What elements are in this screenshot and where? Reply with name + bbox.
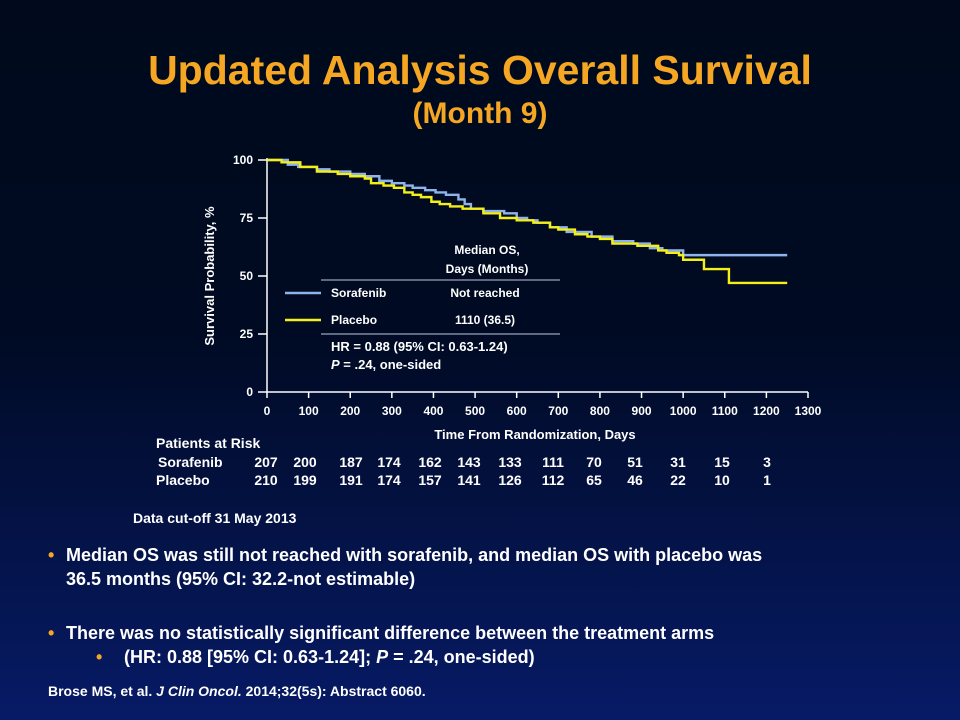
- risk-value: 111: [542, 454, 564, 470]
- risk-value: 22: [670, 472, 686, 488]
- risk-value: 187: [339, 454, 363, 470]
- data-cutoff-note: Data cut-off 31 May 2013: [133, 510, 297, 526]
- risk-value: 112: [541, 472, 565, 488]
- reference-journal: J Clin Oncol.: [156, 683, 242, 699]
- risk-value: 207: [254, 454, 278, 470]
- x-tick-label: 400: [423, 404, 443, 418]
- risk-value: 126: [498, 472, 522, 488]
- x-tick-label: 0: [264, 404, 271, 418]
- bullet-2-sub-b: = .24, one-sided): [388, 647, 535, 667]
- x-tick-label: 700: [548, 404, 568, 418]
- bullet-2: • There was no statistically significant…: [48, 621, 715, 645]
- risk-value: 133: [498, 454, 522, 470]
- median-value-placebo: 1110 (36.5): [455, 313, 515, 327]
- bullet-dot: •: [48, 623, 55, 643]
- risk-value: 191: [339, 472, 363, 488]
- bullet-2-sub-a: (HR: 0.88 [95% CI: 0.63-1.24];: [124, 647, 377, 667]
- risk-value: 200: [293, 454, 317, 470]
- y-tick-label: 75: [240, 211, 254, 225]
- risk-heading: Patients at Risk: [156, 435, 261, 451]
- reference-authors: Brose MS, et al.: [48, 683, 157, 699]
- risk-value: 174: [377, 454, 401, 470]
- risk-value: 70: [586, 454, 602, 470]
- bullet-1-line-2: 36.5 months (95% CI: 32.2-not estimable): [66, 569, 416, 589]
- p-value-line: P = .24, one-sided: [331, 357, 441, 372]
- risk-value: 1: [763, 472, 771, 488]
- y-tick-label: 50: [240, 269, 254, 283]
- km-curve-sorafenib: [267, 158, 788, 257]
- risk-value: 15: [714, 454, 730, 470]
- risk-value: 31: [670, 454, 686, 470]
- x-tick-label: 1100: [712, 404, 738, 418]
- median-header-line1: Median OS,: [454, 243, 519, 257]
- median-header-line2: Days (Months): [446, 262, 529, 276]
- x-tick-label: 500: [465, 404, 485, 418]
- median-value-sorafenib: Not reached: [450, 286, 519, 300]
- bullet-2-text: There was no statistically significant d…: [66, 623, 715, 643]
- reference: Brose MS, et al. J Clin Oncol. 2014;32(5…: [48, 683, 426, 699]
- risk-value: 10: [714, 472, 730, 488]
- bullet-2-sub-p: P: [376, 647, 389, 667]
- risk-value: 51: [627, 454, 643, 470]
- risk-value: 199: [293, 472, 317, 488]
- slide-title: Updated Analysis Overall Survival: [148, 47, 812, 93]
- risk-value: 174: [377, 472, 401, 488]
- bullet-dot: •: [96, 647, 103, 667]
- x-tick-label: 100: [299, 404, 319, 418]
- hr-line: HR = 0.88 (95% CI: 0.63-1.24): [331, 339, 508, 354]
- risk-value: 143: [457, 454, 481, 470]
- legend-label-sorafenib: Sorafenib: [331, 286, 386, 300]
- x-tick-label: 1300: [795, 404, 822, 418]
- y-tick-label: 25: [240, 327, 254, 341]
- risk-value: 141: [457, 472, 481, 488]
- risk-row-label-placebo: Placebo: [156, 472, 210, 488]
- p-italic: P: [331, 357, 340, 372]
- risk-value: 46: [627, 472, 643, 488]
- x-tick-label: 200: [340, 404, 360, 418]
- x-tick-label: 800: [590, 404, 610, 418]
- x-tick-label: 900: [632, 404, 652, 418]
- risk-value: 3: [763, 454, 771, 470]
- x-tick-label: 1200: [753, 404, 780, 418]
- y-tick-label: 0: [246, 385, 253, 399]
- x-tick-label: 300: [382, 404, 402, 418]
- bullet-1-line-1: Median OS was still not reached with sor…: [66, 545, 763, 565]
- risk-value: 65: [586, 472, 602, 488]
- bullet-1: • Median OS was still not reached with s…: [48, 543, 763, 591]
- km-curve-placebo: [267, 158, 788, 285]
- risk-value: 210: [254, 472, 278, 488]
- x-axis-label: Time From Randomization, Days: [434, 427, 635, 442]
- risk-row-label-sorafenib: Sorafenib: [158, 454, 223, 470]
- bullet-dot: •: [48, 545, 55, 565]
- x-tick-label: 1000: [670, 404, 697, 418]
- bullet-2-sub: • (HR: 0.88 [95% CI: 0.63-1.24]; P = .24…: [96, 645, 535, 669]
- y-tick-label: 100: [233, 153, 253, 167]
- x-tick-label: 600: [507, 404, 527, 418]
- risk-value: 157: [418, 472, 442, 488]
- legend-label-placebo: Placebo: [331, 313, 377, 327]
- risk-value: 162: [418, 454, 442, 470]
- slide-subtitle: (Month 9): [412, 97, 548, 130]
- reference-rest: 2014;32(5s): Abstract 6060.: [241, 683, 426, 699]
- p-rest: = .24, one-sided: [340, 357, 442, 372]
- y-axis-label: Survival Probability, %: [202, 206, 217, 346]
